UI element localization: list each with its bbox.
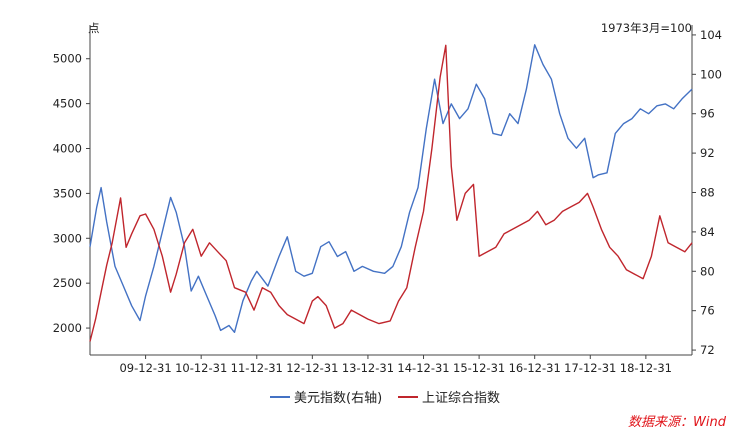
x-axis: 09-12-31 10-12-31 11-12-31 12-12-31 13-12-31…: [90, 354, 692, 375]
left-tick-label: 2000: [53, 321, 82, 335]
x-tick-label: 15-12-31: [453, 361, 505, 375]
legend-label-sse: 上证综合指数: [422, 391, 500, 406]
right-tick-label: 88: [700, 186, 715, 200]
series-line-usd-index: [89, 44, 693, 333]
legend: 美元指数(右轴) 上证综合指数: [270, 391, 500, 406]
series-line-sse-composite: [89, 44, 693, 342]
left-tick-label: 4000: [53, 142, 82, 156]
left-tick-label: 5000: [53, 52, 82, 66]
right-tick-label: 92: [700, 146, 715, 160]
x-tick-label: 09-12-31: [119, 361, 171, 375]
left-axis: 2000 2500 3000 3500 4000 4500 5000: [53, 25, 91, 355]
left-tick-label: 3500: [53, 186, 82, 200]
right-tick-label: 76: [700, 304, 715, 318]
right-axis: 72 76 80 84 88 92 96 100 104: [691, 25, 722, 357]
x-tick-label: 11-12-31: [231, 361, 283, 375]
x-tick-label: 13-12-31: [342, 361, 394, 375]
x-tick-label: 16-12-31: [509, 361, 561, 375]
right-tick-label: 96: [700, 107, 715, 121]
x-tick-label: 17-12-31: [564, 361, 616, 375]
right-tick-label: 100: [700, 67, 722, 81]
right-tick-label: 84: [700, 225, 715, 239]
x-tick-label: 10-12-31: [175, 361, 227, 375]
left-tick-label: 4500: [53, 97, 82, 111]
left-tick-label: 3000: [53, 231, 82, 245]
series-layer: [89, 44, 693, 342]
x-tick-label: 12-12-31: [286, 361, 338, 375]
right-unit-label: 1973年3月=100: [601, 21, 692, 35]
source-note: 数据来源：Wind: [628, 415, 727, 430]
left-tick-label: 2500: [53, 276, 82, 290]
left-unit-label: 点: [88, 21, 100, 35]
legend-label-usd: 美元指数(右轴): [294, 391, 382, 406]
x-tick-label: 14-12-31: [397, 361, 449, 375]
x-tick-label: 18-12-31: [620, 361, 672, 375]
right-tick-label: 80: [700, 264, 715, 278]
right-tick-label: 104: [700, 28, 722, 42]
right-tick-label: 72: [700, 343, 715, 357]
